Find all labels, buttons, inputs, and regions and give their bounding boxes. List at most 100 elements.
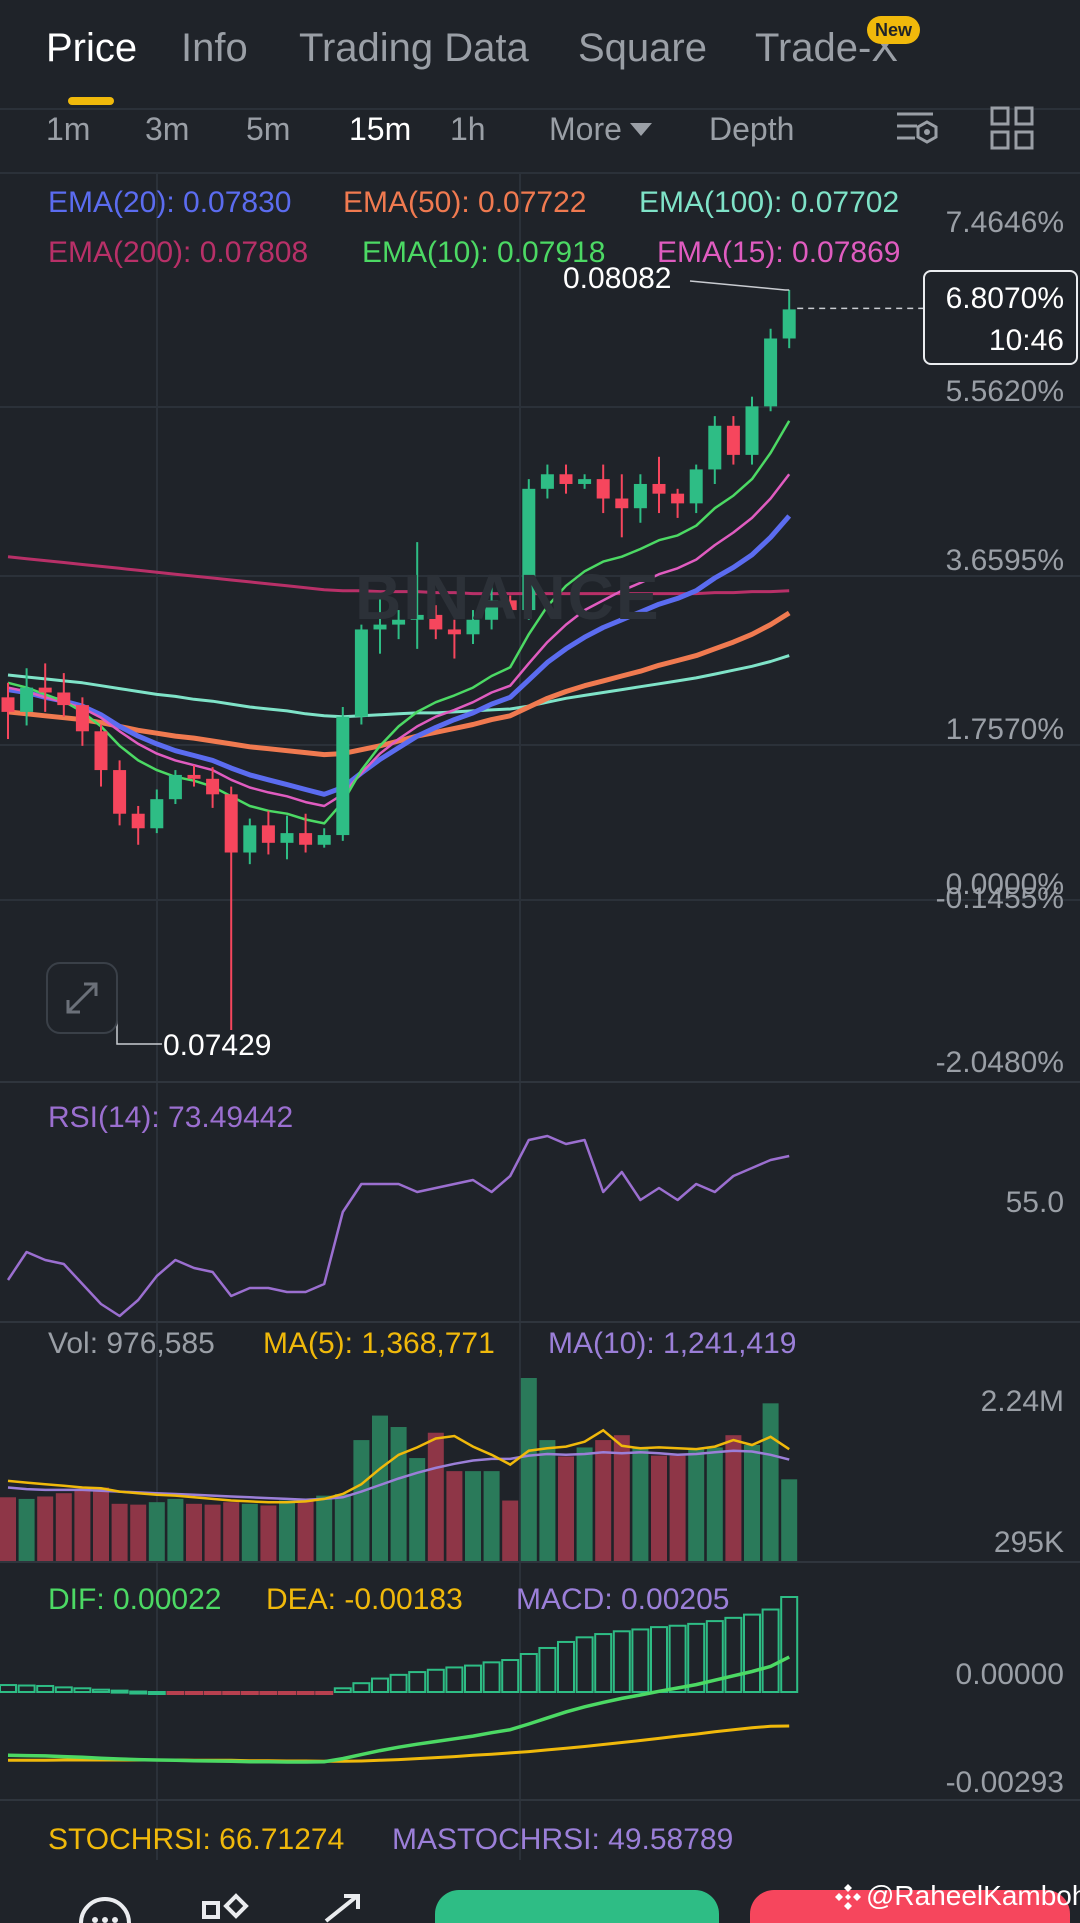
volume-bar <box>688 1448 705 1561</box>
depth-tab[interactable]: Depth <box>709 111 795 147</box>
candle <box>503 595 517 615</box>
interval-1h[interactable]: 1h <box>450 111 486 147</box>
current-price-box: 6.8070% 10:46 <box>923 270 1078 365</box>
volume-bar <box>353 1440 370 1561</box>
candle-body <box>485 600 499 620</box>
volume-bar <box>297 1498 314 1561</box>
more-dropdown[interactable]: More <box>549 111 652 148</box>
chart-settings-icon[interactable] <box>893 104 941 152</box>
macd-histogram-bar <box>129 1690 148 1695</box>
ema15-label: EMA(15): 0.07869 <box>657 236 901 269</box>
volume-bar <box>55 1493 72 1561</box>
macd-histogram-bar <box>259 1691 278 1695</box>
more-label: More <box>549 111 622 147</box>
macd-histogram-bar <box>203 1691 222 1695</box>
macd-histogram-bar <box>743 1613 761 1693</box>
volume-bar <box>223 1502 240 1561</box>
macd-histogram-bar <box>482 1661 501 1693</box>
watermark-text: BINANCE <box>355 561 661 633</box>
price-axis-label: 3.6595% <box>945 544 1064 577</box>
ema100-line <box>7 654 790 719</box>
interval-3m[interactable]: 3m <box>145 111 190 147</box>
candle-body <box>280 833 294 843</box>
candle-body <box>466 619 480 635</box>
candle-body <box>764 338 778 407</box>
candle-body <box>392 619 406 625</box>
candle <box>280 815 294 860</box>
ema20-label: EMA(20): 0.07830 <box>48 186 292 219</box>
volume-bar <box>204 1504 221 1561</box>
candle-body <box>373 624 387 630</box>
candle <box>317 828 331 848</box>
binance-logo-icon <box>835 1884 861 1910</box>
ema50-line <box>7 610 791 758</box>
tab-trading-data[interactable]: Trading Data <box>299 26 529 70</box>
candle-countdown: 10:46 <box>988 324 1064 357</box>
macd-histogram-bar <box>408 1671 427 1693</box>
macd-histogram-bar <box>594 1633 613 1693</box>
macd-histogram-bar <box>54 1686 73 1693</box>
interval-5m[interactable]: 5m <box>246 111 291 147</box>
tab-price[interactable]: Price <box>46 26 138 70</box>
price-axis-label: -2.0480% <box>935 1046 1064 1079</box>
chat-icon[interactable] <box>78 1893 132 1923</box>
macd-histogram-bar <box>705 1620 724 1693</box>
apps-icon[interactable] <box>200 1893 254 1923</box>
candle <box>113 760 127 826</box>
macd-histogram-bar <box>240 1691 259 1695</box>
candle <box>94 724 108 787</box>
macd-histogram-bar <box>333 1687 352 1694</box>
volume-ma10-label: MA(10): 1,241,419 <box>548 1327 797 1360</box>
macd-histogram-bar <box>575 1636 594 1693</box>
interval-15m[interactable]: 15m <box>349 111 412 147</box>
candle-body <box>596 479 610 499</box>
macd-histogram-bar <box>92 1688 110 1694</box>
candle-body <box>726 425 740 455</box>
price-axis-label: 5.5620% <box>945 375 1064 408</box>
volume-bar <box>316 1495 333 1561</box>
candle <box>522 479 536 620</box>
share-icon[interactable] <box>318 1893 372 1923</box>
price-axis-label: 7.4646% <box>945 206 1064 239</box>
ema20-line <box>7 514 792 797</box>
volume-bar <box>74 1489 91 1561</box>
candle <box>410 542 424 649</box>
expand-icon <box>66 982 98 1014</box>
buy-button[interactable] <box>435 1890 719 1923</box>
candle <box>708 416 722 484</box>
macd-panel <box>0 1596 799 1764</box>
macd-histogram-bar <box>650 1626 668 1693</box>
candle <box>540 464 554 499</box>
candle-body <box>689 469 703 504</box>
volume-bar <box>130 1504 147 1561</box>
macd-histogram-bar <box>352 1682 371 1693</box>
volume-bar <box>613 1435 630 1561</box>
tab-square[interactable]: Square <box>578 26 707 70</box>
low-price-leader <box>116 990 162 1045</box>
macd-value-label: MACD: 0.00205 <box>516 1583 730 1616</box>
tab-info[interactable]: Info <box>181 26 248 70</box>
volume-bar <box>520 1378 537 1561</box>
layout-grid-icon[interactable] <box>988 104 1036 152</box>
candle-body <box>540 474 554 489</box>
interval-1m[interactable]: 1m <box>46 111 91 147</box>
candle <box>615 474 629 538</box>
candle <box>726 416 740 465</box>
macd-histogram-bar <box>631 1628 650 1693</box>
sell-button[interactable] <box>750 1890 1070 1923</box>
macd-axis-top: 0.00000 <box>955 1658 1064 1691</box>
volume-bar <box>502 1500 519 1561</box>
macd-histogram-bar <box>445 1666 464 1693</box>
volume-ma5-line <box>7 1428 790 1504</box>
candle-body <box>299 833 313 845</box>
ema200-label: EMA(200): 0.07808 <box>48 236 309 269</box>
volume-axis-top: 2.24M <box>980 1385 1064 1418</box>
ema200-line <box>7 555 790 596</box>
expand-chart-button[interactable] <box>46 962 118 1034</box>
candle-body <box>559 474 573 484</box>
ema50-label: EMA(50): 0.07722 <box>343 186 587 219</box>
volume-axis-bottom: 295K <box>993 1526 1064 1559</box>
macd-histogram-bar <box>73 1687 92 1694</box>
candle-body <box>354 629 368 717</box>
